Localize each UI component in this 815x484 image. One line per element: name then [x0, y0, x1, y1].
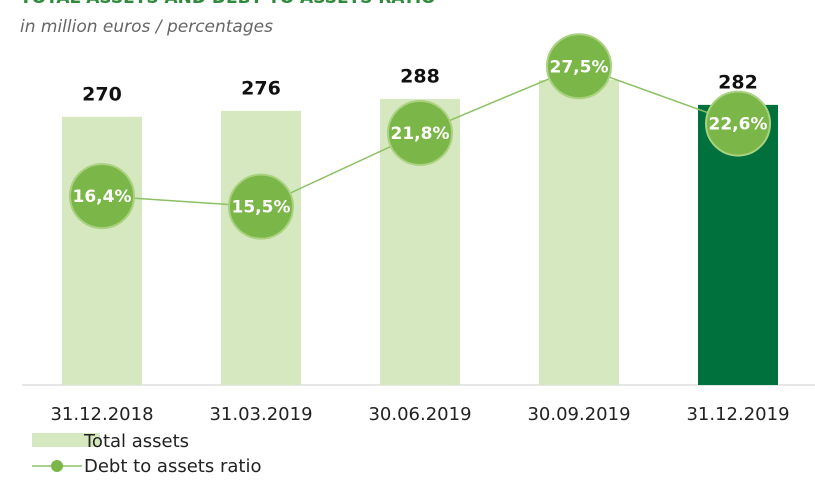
ratio-label: 16,4% — [73, 187, 132, 207]
ratio-point — [228, 173, 294, 240]
ratio-label: 21,8% — [391, 124, 450, 144]
ratio-label: 22,6% — [709, 115, 768, 135]
legend-dot — [51, 460, 63, 472]
x-tick-label: 30.06.2019 — [368, 404, 471, 425]
ratio-label: 27,5% — [550, 57, 609, 77]
ratio-label: 15,5% — [232, 198, 291, 218]
bar — [221, 110, 301, 385]
bar — [62, 116, 142, 386]
ratio-point — [387, 99, 453, 166]
ratio-point — [546, 33, 612, 100]
ratio-point — [69, 163, 135, 230]
bar-value-label: 288 — [400, 65, 440, 87]
bar-value-label: 270 — [82, 83, 122, 105]
legend-label: Total assets — [83, 431, 189, 452]
chart-title: TOTAL ASSETS AND DEBT TO ASSETS RATIO — [20, 0, 436, 8]
x-tick-label: 30.09.2019 — [527, 404, 630, 425]
chart-subtitle: in million euros / percentages — [20, 17, 273, 37]
bar-value-label: 282 — [718, 71, 758, 93]
legend-label: Debt to assets ratio — [84, 456, 261, 477]
x-tick-label: 31.03.2019 — [209, 404, 312, 425]
bar — [539, 80, 619, 386]
bar-value-label: 276 — [241, 77, 281, 99]
ratio-point — [705, 90, 771, 157]
x-tick-label: 31.12.2018 — [50, 404, 153, 425]
legend-swatch — [32, 433, 100, 447]
x-tick-label: 31.12.2019 — [686, 404, 789, 425]
